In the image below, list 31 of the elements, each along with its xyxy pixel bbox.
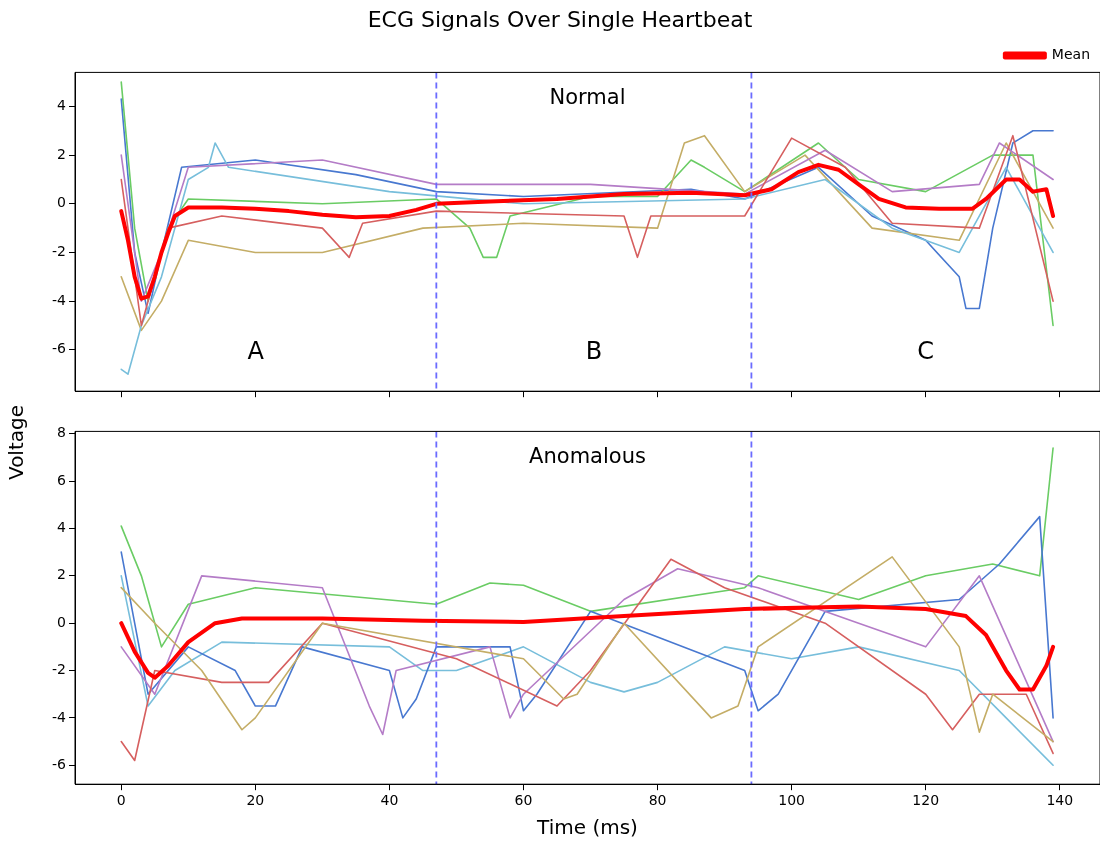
y-tick-label: 4 [57,97,67,114]
y-tick-label: -6 [52,755,67,772]
y-tick-label: 0 [57,613,66,630]
y-tick-label: 4 [57,519,67,536]
chart-title: ECG Signals Over Single Heartbeat [367,6,753,32]
annotation: B [585,337,603,366]
y-tick-label: -4 [52,708,67,725]
x-axis-title: Time (ms) [536,815,638,840]
x-tick-label: 20 [246,792,265,809]
annotation: C [917,337,935,366]
x-tick-label: 0 [116,792,126,809]
x-tick-label: 140 [1046,792,1074,809]
y-tick-label: 8 [57,424,66,441]
y-tick-label: -2 [52,243,66,260]
y-tick-label: 6 [57,471,67,488]
x-tick-label: 60 [514,792,533,809]
y-tick-label: 0 [57,194,66,211]
x-tick-label: 80 [648,792,667,809]
annotation: Anomalous [529,443,646,468]
annotation: Normal [549,84,626,109]
annotation: A [247,337,265,366]
y-tick-label: -6 [52,340,67,357]
legend-label: Mean [1051,46,1091,63]
x-tick-label: 120 [912,792,940,809]
y-tick-label: -2 [52,661,66,678]
y-tick-label: 2 [57,566,66,583]
y-tick-label: 2 [57,145,66,162]
y-axis-title: Voltage [4,404,28,480]
x-tick-label: 100 [778,792,805,809]
x-tick-label: 40 [380,792,399,809]
y-tick-label: -4 [52,291,67,308]
